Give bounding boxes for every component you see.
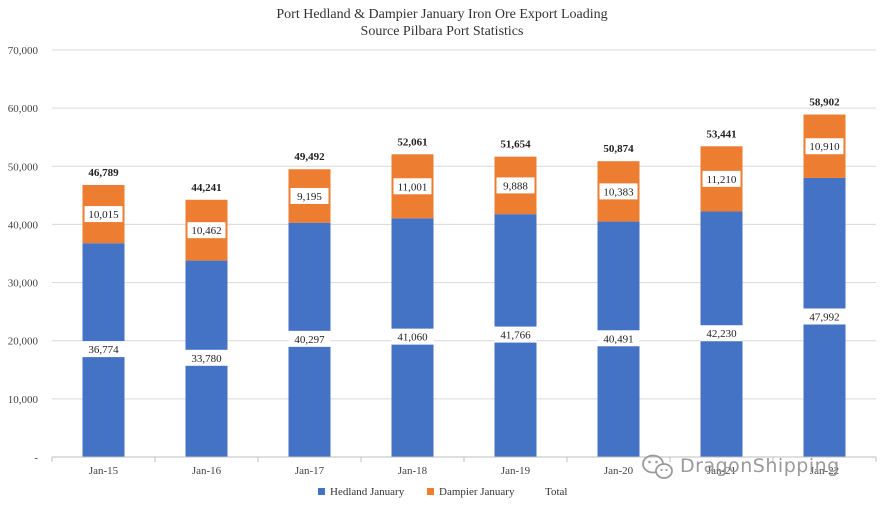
data-label-total: 52,061 — [397, 136, 427, 148]
y-tick-label: 60,000 — [8, 103, 39, 115]
data-label-total: 51,654 — [500, 139, 531, 151]
gridlines — [52, 49, 876, 400]
legend-swatch-hedland — [318, 488, 325, 495]
y-tick-label: 40,000 — [8, 219, 39, 231]
x-tick-label: Jan-17 — [295, 465, 325, 477]
legend-label-dampier: Dampier January — [439, 486, 515, 498]
x-tick-label: Jan-18 — [398, 465, 428, 477]
wechat-icon — [642, 454, 673, 479]
data-label-box — [391, 328, 434, 345]
legend-label-hedland: Hedland January — [330, 486, 405, 498]
data-label-hedland: 47,992 — [809, 311, 839, 323]
watermark: DragonShipping — [642, 454, 840, 479]
data-label-hedland: 33,780 — [191, 353, 222, 365]
data-label-hedland: 40,491 — [603, 333, 633, 345]
data-label-box — [185, 349, 228, 366]
chart-subtitle: Source Pilbara Port Statistics — [361, 24, 524, 39]
data-label-total: 58,902 — [809, 97, 840, 109]
data-label-total: 53,441 — [706, 128, 736, 140]
data-label-total: 50,874 — [603, 143, 634, 155]
data-label-dampier: 9,888 — [503, 180, 528, 192]
legend-label-total: Total — [545, 486, 567, 498]
x-tick-label: Jan-15 — [89, 465, 119, 477]
y-axis: - 10,000 20,000 30,000 40,000 50,000 60,000 70,… — [8, 45, 39, 464]
data-label-total: 44,241 — [191, 182, 221, 194]
data-label-box — [700, 325, 743, 342]
data-label-box — [187, 222, 226, 239]
bars: 36,774 10,015 46,789 33,780 10,462 44,241 40,2… — [82, 97, 846, 457]
data-label-dampier: 9,195 — [297, 191, 322, 203]
data-label-box — [702, 170, 741, 187]
data-label-hedland: 41,766 — [500, 330, 531, 342]
y-tick-label: 10,000 — [8, 394, 39, 406]
data-label-hedland: 40,297 — [294, 334, 325, 346]
data-label-box — [494, 326, 537, 343]
data-label-box — [496, 177, 535, 194]
data-label-box — [393, 178, 432, 195]
data-label-box — [805, 138, 844, 155]
data-label-dampier: 10,383 — [603, 186, 634, 198]
y-tick-label: - — [34, 452, 38, 464]
y-tick-label: 30,000 — [8, 278, 39, 290]
legend: Hedland January Dampier January Total — [318, 486, 567, 498]
data-label-hedland: 36,774 — [88, 344, 119, 356]
y-tick-label: 20,000 — [8, 336, 39, 348]
data-label-dampier: 10,462 — [191, 225, 221, 237]
y-tick-label: 70,000 — [8, 45, 39, 57]
watermark-text: DragonShipping — [680, 455, 840, 477]
y-tick-label: 50,000 — [8, 161, 39, 173]
data-label-box — [288, 330, 331, 347]
data-label-hedland: 42,230 — [706, 328, 737, 340]
x-tick-label: Jan-19 — [501, 465, 531, 477]
data-label-dampier: 11,001 — [398, 181, 428, 193]
chart-title: Port Hedland & Dampier January Iron Ore … — [276, 7, 607, 22]
x-tick-label: Jan-16 — [192, 465, 222, 477]
data-label-dampier: 10,015 — [88, 209, 119, 221]
data-label-box — [82, 341, 125, 358]
data-label-hedland: 41,060 — [397, 332, 428, 344]
x-tick-label: Jan-20 — [604, 465, 634, 477]
x-tick-label: Jan-22 — [810, 465, 839, 477]
data-label-box — [84, 206, 123, 223]
data-label-total: 49,492 — [294, 151, 325, 163]
legend-swatch-dampier — [427, 488, 434, 495]
data-label-box — [597, 330, 640, 347]
data-label-box — [803, 308, 846, 325]
data-label-dampier: 10,910 — [809, 141, 840, 153]
data-label-box — [599, 183, 638, 200]
data-label-dampier: 11,210 — [707, 174, 737, 186]
x-tick-label: Jan-21 — [707, 465, 736, 477]
x-axis: Jan-15 Jan-16 Jan-17 Jan-18 Jan-19 Jan-20 Jan-… — [51, 456, 877, 477]
data-label-total: 46,789 — [88, 167, 119, 179]
data-label-box — [290, 187, 329, 204]
